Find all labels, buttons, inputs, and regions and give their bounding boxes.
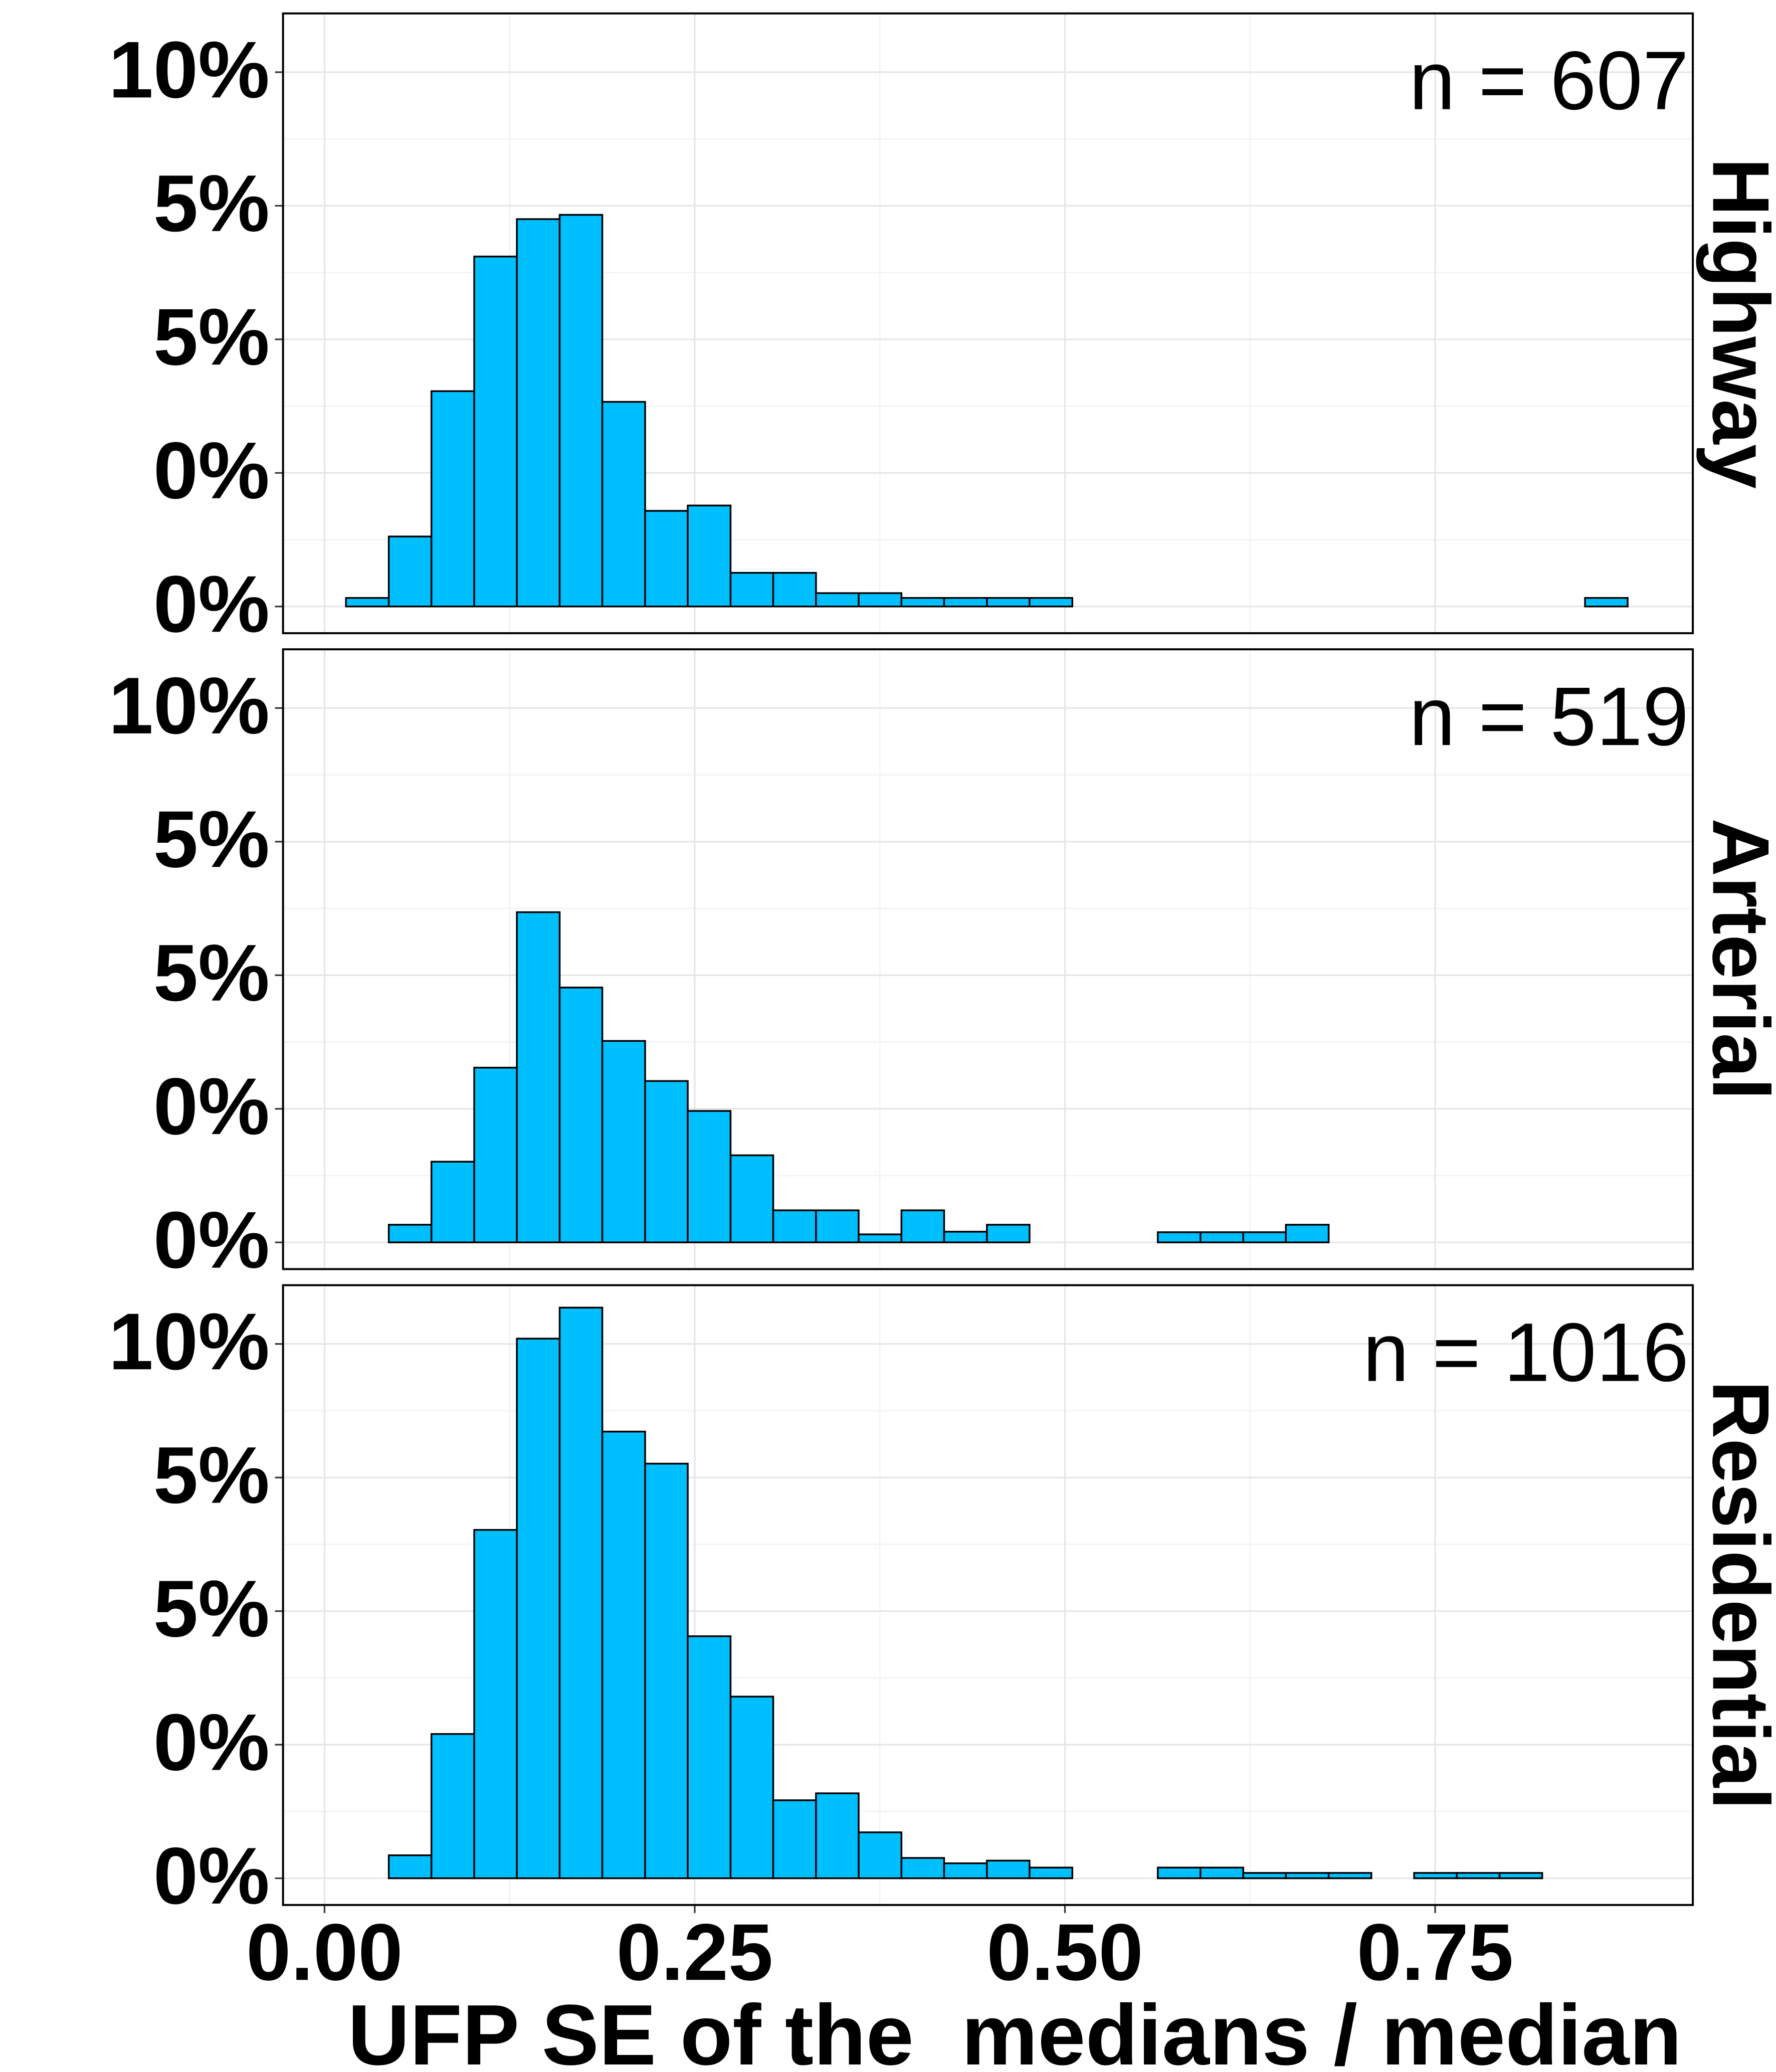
bar <box>601 1430 646 1879</box>
bar <box>430 1733 475 1879</box>
annotation: n = 1016 <box>1363 1306 1689 1399</box>
bar <box>772 572 817 608</box>
bar <box>1156 1866 1202 1879</box>
bar <box>815 1209 860 1243</box>
bar <box>858 1233 903 1243</box>
y-tick-label: 0% <box>153 559 270 649</box>
bar <box>558 1306 604 1879</box>
panel-border <box>282 1284 1694 1906</box>
bar <box>1242 1872 1287 1879</box>
bar <box>729 572 774 608</box>
bar <box>644 510 689 608</box>
bar <box>473 1066 518 1243</box>
facet-label: Residential <box>1696 1380 1776 1810</box>
facet-label: Arterial <box>1696 818 1776 1100</box>
bar <box>345 597 390 608</box>
bar <box>943 1231 988 1243</box>
bar <box>1242 1231 1287 1243</box>
y-tick-label: 0% <box>153 1698 270 1788</box>
y-tick-label: 0% <box>153 1196 270 1285</box>
bar <box>729 1154 774 1243</box>
bar <box>1200 1866 1244 1879</box>
bar <box>1456 1872 1501 1879</box>
y-tick-label: 5% <box>153 1431 270 1521</box>
bar <box>1200 1231 1244 1243</box>
bar <box>900 1857 945 1879</box>
bar <box>687 1635 732 1879</box>
bar <box>858 1831 903 1879</box>
y-tick-label: 5% <box>153 928 270 1018</box>
bar <box>687 504 732 608</box>
bar <box>1285 1872 1330 1879</box>
x-tick-label: 0.50 <box>986 1908 1143 1997</box>
bar <box>900 597 945 608</box>
bar <box>815 1792 860 1879</box>
y-tick-label: 0% <box>153 1062 270 1152</box>
x-tick-label: 0.25 <box>617 1908 773 1997</box>
y-tick-label: 10% <box>109 661 270 751</box>
bar <box>815 592 860 608</box>
bar <box>986 1859 1031 1879</box>
bar <box>558 214 604 608</box>
bar <box>387 1854 433 1879</box>
annotation: n = 519 <box>1409 670 1689 763</box>
x-axis-title: UFP SE of the medians / median <box>348 1987 1682 2072</box>
y-tick-label: 5% <box>153 292 270 382</box>
bar <box>430 1161 475 1243</box>
bar <box>687 1110 732 1243</box>
facet-label: Highway <box>1696 158 1776 489</box>
bar <box>1029 597 1073 608</box>
y-tick-label: 10% <box>109 1297 270 1387</box>
bar <box>1584 597 1629 608</box>
annotation: n = 607 <box>1409 35 1689 127</box>
bar <box>387 535 433 608</box>
x-tick-label: 0.00 <box>246 1908 403 1997</box>
bar <box>430 390 475 608</box>
bar <box>644 1462 689 1879</box>
bar <box>473 255 518 608</box>
bar <box>601 1040 646 1243</box>
y-tick-label: 5% <box>153 1564 270 1654</box>
panel-border <box>282 648 1694 1270</box>
bar <box>858 592 903 608</box>
bar <box>772 1209 817 1243</box>
bar <box>986 597 1031 608</box>
bar <box>601 401 646 608</box>
bar <box>1498 1872 1543 1879</box>
y-tick-label: 5% <box>153 159 270 249</box>
bar <box>644 1080 689 1243</box>
bar <box>772 1799 817 1879</box>
y-tick-label: 5% <box>153 795 270 884</box>
bar <box>729 1696 774 1879</box>
bar <box>1029 1866 1073 1879</box>
bar <box>516 911 561 1243</box>
bar <box>1413 1872 1458 1879</box>
bar <box>900 1209 945 1243</box>
bar <box>516 218 561 608</box>
bar <box>943 1862 988 1879</box>
x-tick-label: 0.75 <box>1357 1908 1513 1997</box>
y-tick-label: 0% <box>153 426 270 516</box>
bar <box>1285 1224 1330 1243</box>
bar <box>516 1338 561 1879</box>
y-tick-label: 10% <box>109 25 270 115</box>
bar <box>473 1529 518 1879</box>
bar <box>387 1224 433 1243</box>
bar <box>1156 1231 1202 1243</box>
panel-border <box>282 12 1694 635</box>
y-tick-label: 0% <box>153 1831 270 1921</box>
bar <box>943 597 988 608</box>
bar <box>986 1224 1031 1243</box>
bar <box>558 987 604 1243</box>
bar <box>1327 1872 1372 1879</box>
